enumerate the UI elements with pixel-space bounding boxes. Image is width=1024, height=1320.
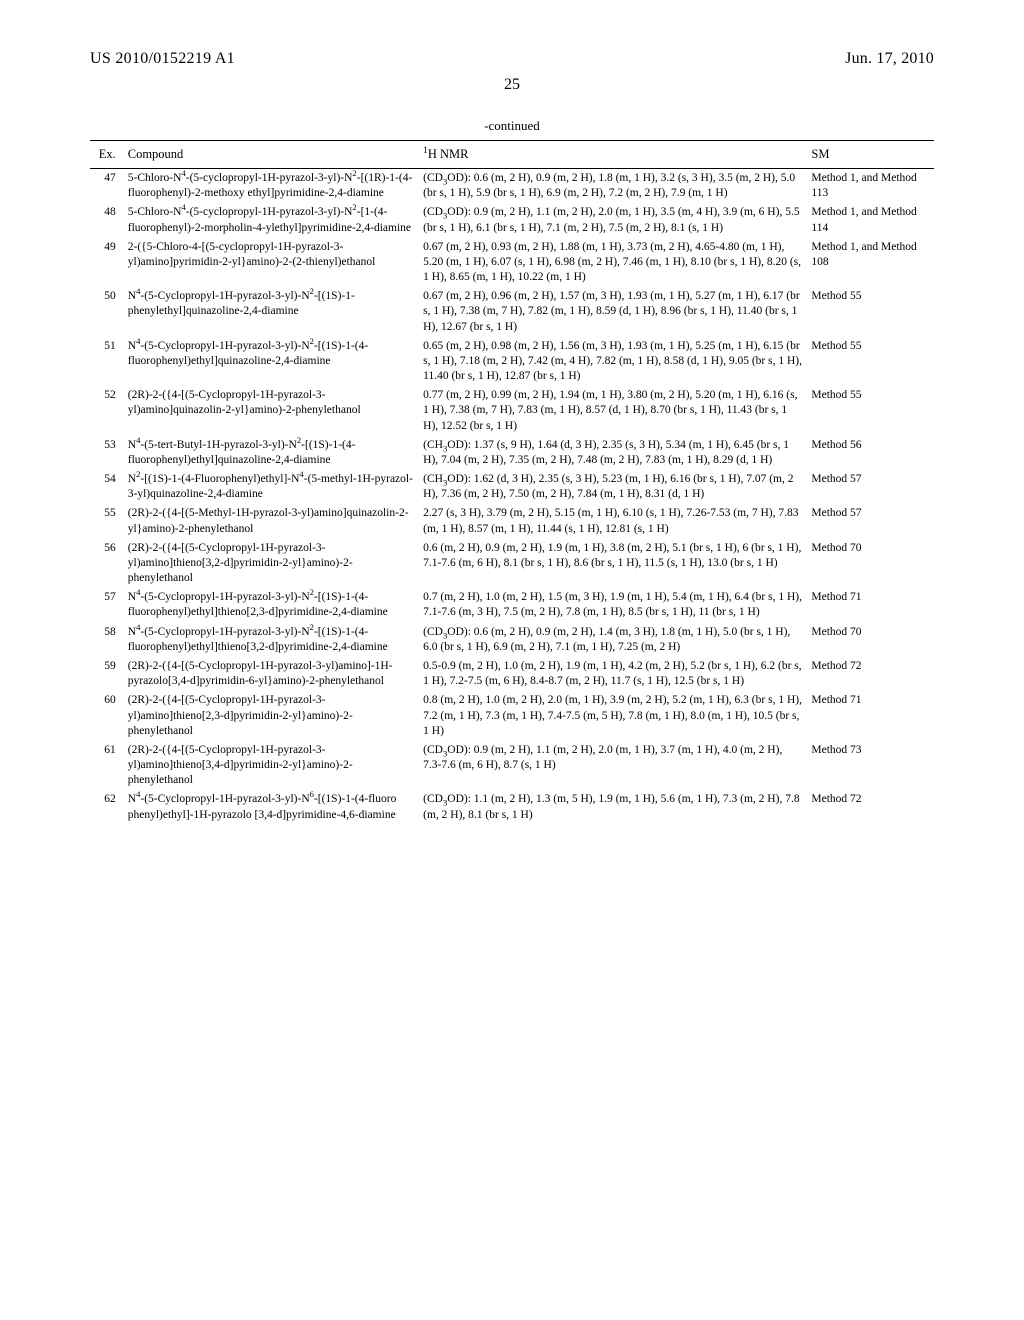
cell-nmr: 0.7 (m, 2 H), 1.0 (m, 2 H), 1.5 (m, 3 H)…: [419, 588, 807, 622]
cell-compound: (2R)-2-({4-[(5-Cyclopropyl-1H-pyrazol-3-…: [124, 539, 419, 589]
cell-nmr: 0.5-0.9 (m, 2 H), 1.0 (m, 2 H), 1.9 (m, …: [419, 657, 807, 691]
pub-number: US 2010/0152219 A1: [90, 50, 235, 68]
table-row: 56(2R)-2-({4-[(5-Cyclopropyl-1H-pyrazol-…: [90, 539, 934, 589]
cell-compound: N4-(5-Cyclopropyl-1H-pyrazol-3-yl)-N6-[(…: [124, 790, 419, 824]
table-row: 50N4-(5-Cyclopropyl-1H-pyrazol-3-yl)-N2-…: [90, 287, 934, 337]
table-row: 492-({5-Chloro-4-[(5-cyclopropyl-1H-pyra…: [90, 238, 934, 288]
cell-compound: N4-(5-Cyclopropyl-1H-pyrazol-3-yl)-N2-[(…: [124, 623, 419, 657]
page-number: 25: [90, 76, 934, 94]
table-row: 52(2R)-2-({4-[(5-Cyclopropyl-1H-pyrazol-…: [90, 386, 934, 436]
cell-sm: Method 57: [807, 504, 934, 538]
cell-sm: Method 70: [807, 539, 934, 589]
cell-compound: 2-({5-Chloro-4-[(5-cyclopropyl-1H-pyrazo…: [124, 238, 419, 288]
cell-nmr: (CD3OD): 0.6 (m, 2 H), 0.9 (m, 2 H), 1.4…: [419, 623, 807, 657]
table-row: 485-Chloro-N4-(5-cyclopropyl-1H-pyrazol-…: [90, 203, 934, 237]
table-header-row: Ex. Compound 1H NMR SM: [90, 141, 934, 169]
cell-nmr: (CD3OD): 1.1 (m, 2 H), 1.3 (m, 5 H), 1.9…: [419, 790, 807, 824]
cell-ex: 51: [90, 337, 124, 387]
continued-label: -continued: [90, 118, 934, 134]
cell-compound: (2R)-2-({4-[(5-Methyl-1H-pyrazol-3-yl)am…: [124, 504, 419, 538]
cell-nmr: 0.65 (m, 2 H), 0.98 (m, 2 H), 1.56 (m, 3…: [419, 337, 807, 387]
cell-sm: Method 1, and Method 114: [807, 203, 934, 237]
cell-nmr: 0.67 (m, 2 H), 0.93 (m, 2 H), 1.88 (m, 1…: [419, 238, 807, 288]
table-row: 55(2R)-2-({4-[(5-Methyl-1H-pyrazol-3-yl)…: [90, 504, 934, 538]
col-header-ex: Ex.: [90, 141, 124, 169]
cell-compound: 5-Chloro-N4-(5-cyclopropyl-1H-pyrazol-3-…: [124, 169, 419, 204]
cell-sm: Method 56: [807, 436, 934, 470]
cell-nmr: 0.77 (m, 2 H), 0.99 (m, 2 H), 1.94 (m, 1…: [419, 386, 807, 436]
table-row: 51N4-(5-Cyclopropyl-1H-pyrazol-3-yl)-N2-…: [90, 337, 934, 387]
cell-sm: Method 72: [807, 657, 934, 691]
cell-sm: Method 71: [807, 588, 934, 622]
cell-nmr: (CD3OD): 0.6 (m, 2 H), 0.9 (m, 2 H), 1.8…: [419, 169, 807, 204]
cell-sm: Method 1, and Method 113: [807, 169, 934, 204]
cell-ex: 57: [90, 588, 124, 622]
cell-sm: Method 55: [807, 337, 934, 387]
table-row: 54N2-[(1S)-1-(4-Fluorophenyl)ethyl]-N4-(…: [90, 470, 934, 504]
table-row: 58N4-(5-Cyclopropyl-1H-pyrazol-3-yl)-N2-…: [90, 623, 934, 657]
cell-nmr: (CD3OD): 0.9 (m, 2 H), 1.1 (m, 2 H), 2.0…: [419, 203, 807, 237]
cell-sm: Method 71: [807, 691, 934, 741]
cell-compound: N4-(5-Cyclopropyl-1H-pyrazol-3-yl)-N2-[(…: [124, 588, 419, 622]
cell-ex: 48: [90, 203, 124, 237]
table-row: 61(2R)-2-({4-[(5-Cyclopropyl-1H-pyrazol-…: [90, 741, 934, 791]
cell-nmr: 0.8 (m, 2 H), 1.0 (m, 2 H), 2.0 (m, 1 H)…: [419, 691, 807, 741]
cell-nmr: (CH3OD): 1.37 (s, 9 H), 1.64 (d, 3 H), 2…: [419, 436, 807, 470]
col-header-nmr: 1H NMR: [419, 141, 807, 169]
cell-sm: Method 73: [807, 741, 934, 791]
cell-compound: 5-Chloro-N4-(5-cyclopropyl-1H-pyrazol-3-…: [124, 203, 419, 237]
table-row: 57N4-(5-Cyclopropyl-1H-pyrazol-3-yl)-N2-…: [90, 588, 934, 622]
table-row: 53N4-(5-tert-Butyl-1H-pyrazol-3-yl)-N2-[…: [90, 436, 934, 470]
cell-ex: 56: [90, 539, 124, 589]
cell-sm: Method 55: [807, 386, 934, 436]
cell-ex: 50: [90, 287, 124, 337]
cell-ex: 60: [90, 691, 124, 741]
cell-sm: Method 57: [807, 470, 934, 504]
cell-sm: Method 55: [807, 287, 934, 337]
data-table: Ex. Compound 1H NMR SM 475-Chloro-N4-(5-…: [90, 140, 934, 825]
cell-ex: 49: [90, 238, 124, 288]
cell-ex: 52: [90, 386, 124, 436]
table-body: 475-Chloro-N4-(5-cyclopropyl-1H-pyrazol-…: [90, 169, 934, 825]
col-header-sm: SM: [807, 141, 934, 169]
cell-sm: Method 70: [807, 623, 934, 657]
cell-compound: (2R)-2-({4-[(5-Cyclopropyl-1H-pyrazol-3-…: [124, 741, 419, 791]
cell-compound: (2R)-2-({4-[(5-Cyclopropyl-1H-pyrazol-3-…: [124, 657, 419, 691]
cell-compound: (2R)-2-({4-[(5-Cyclopropyl-1H-pyrazol-3-…: [124, 691, 419, 741]
table-row: 62N4-(5-Cyclopropyl-1H-pyrazol-3-yl)-N6-…: [90, 790, 934, 824]
cell-sm: Method 1, and Method 108: [807, 238, 934, 288]
cell-ex: 54: [90, 470, 124, 504]
pub-date: Jun. 17, 2010: [845, 50, 934, 68]
table-row: 475-Chloro-N4-(5-cyclopropyl-1H-pyrazol-…: [90, 169, 934, 204]
cell-ex: 61: [90, 741, 124, 791]
page: US 2010/0152219 A1 Jun. 17, 2010 25 -con…: [0, 0, 1024, 1320]
cell-sm: Method 72: [807, 790, 934, 824]
cell-compound: N4-(5-Cyclopropyl-1H-pyrazol-3-yl)-N2-[(…: [124, 287, 419, 337]
cell-nmr: 0.67 (m, 2 H), 0.96 (m, 2 H), 1.57 (m, 3…: [419, 287, 807, 337]
table-row: 59(2R)-2-({4-[(5-Cyclopropyl-1H-pyrazol-…: [90, 657, 934, 691]
cell-compound: (2R)-2-({4-[(5-Cyclopropyl-1H-pyrazol-3-…: [124, 386, 419, 436]
table-row: 60(2R)-2-({4-[(5-Cyclopropyl-1H-pyrazol-…: [90, 691, 934, 741]
cell-nmr: (CH3OD): 1.62 (d, 3 H), 2.35 (s, 3 H), 5…: [419, 470, 807, 504]
cell-nmr: 2.27 (s, 3 H), 3.79 (m, 2 H), 5.15 (m, 1…: [419, 504, 807, 538]
cell-nmr: 0.6 (m, 2 H), 0.9 (m, 2 H), 1.9 (m, 1 H)…: [419, 539, 807, 589]
cell-compound: N4-(5-tert-Butyl-1H-pyrazol-3-yl)-N2-[(1…: [124, 436, 419, 470]
cell-ex: 62: [90, 790, 124, 824]
cell-ex: 55: [90, 504, 124, 538]
cell-ex: 47: [90, 169, 124, 204]
col-header-compound: Compound: [124, 141, 419, 169]
page-header: US 2010/0152219 A1 Jun. 17, 2010: [90, 50, 934, 68]
cell-compound: N2-[(1S)-1-(4-Fluorophenyl)ethyl]-N4-(5-…: [124, 470, 419, 504]
cell-ex: 59: [90, 657, 124, 691]
cell-compound: N4-(5-Cyclopropyl-1H-pyrazol-3-yl)-N2-[(…: [124, 337, 419, 387]
cell-ex: 58: [90, 623, 124, 657]
cell-ex: 53: [90, 436, 124, 470]
cell-nmr: (CD3OD): 0.9 (m, 2 H), 1.1 (m, 2 H), 2.0…: [419, 741, 807, 791]
